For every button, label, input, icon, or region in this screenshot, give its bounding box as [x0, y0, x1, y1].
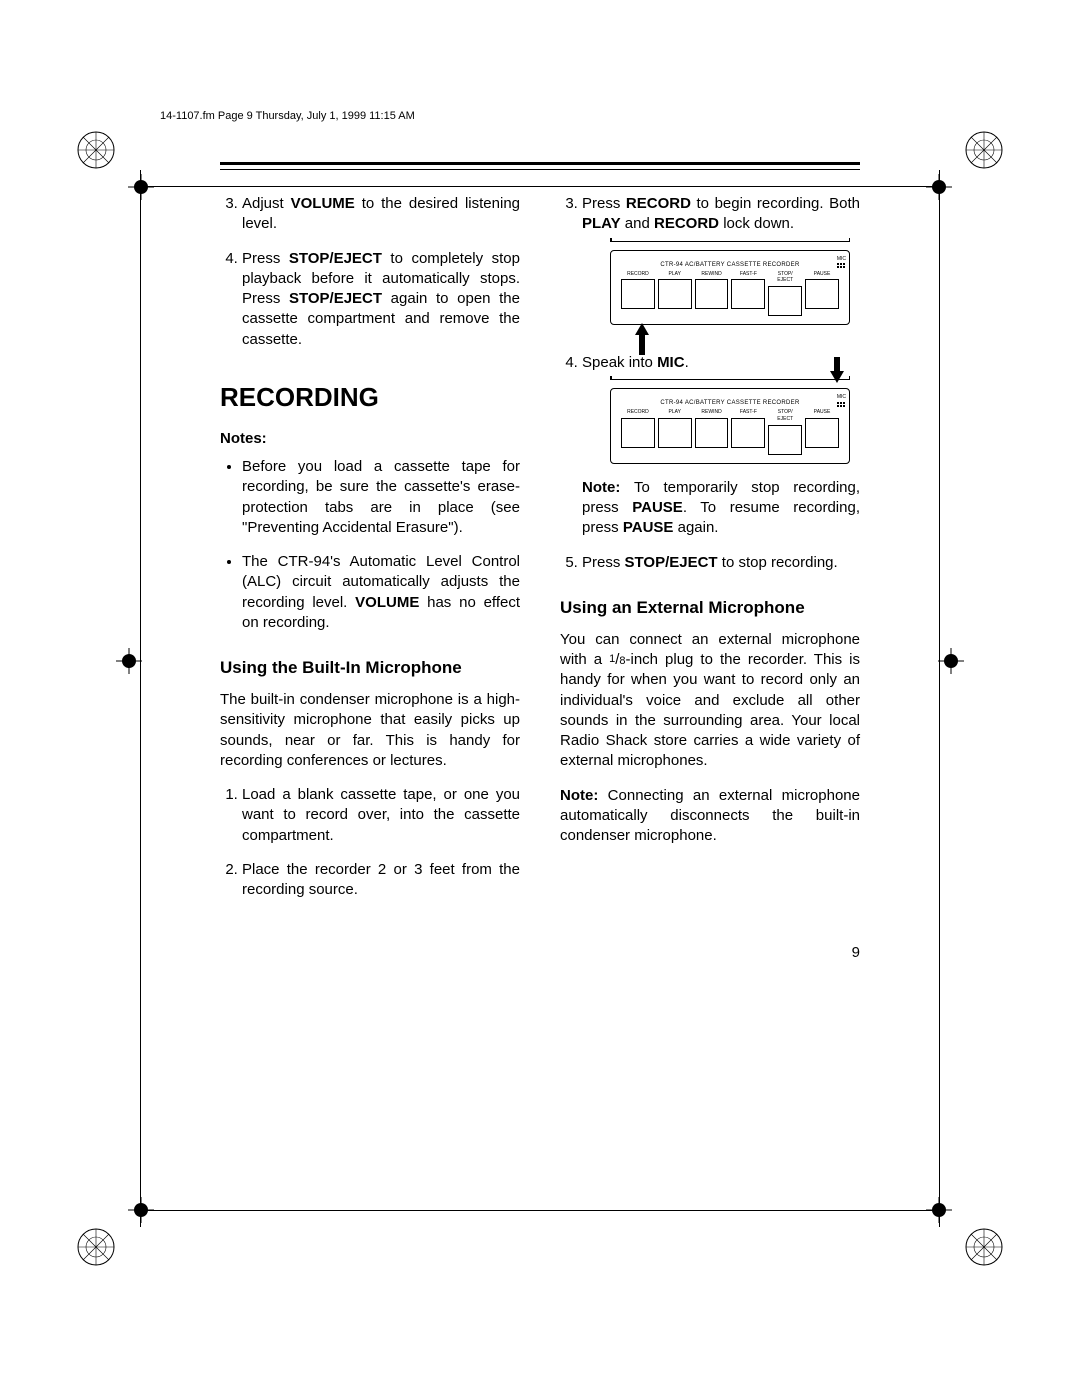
mic-icon: MIC: [837, 257, 846, 269]
header-line: 14-1107.fm Page 9 Thursday, July 1, 1999…: [140, 110, 940, 122]
crop-line: [140, 1210, 940, 1211]
playback-steps-cont: Adjust VOLUME to the desired listening l…: [220, 194, 520, 350]
record-step-3: Press RECORD to begin recording. Both PL…: [582, 194, 860, 325]
builtin-step-1: Load a blank cassette tape, or one you w…: [242, 785, 520, 846]
recorder-diagram-mic: CTR-94 AC/BATTERY CASSETTE RECORDER MIC …: [610, 379, 850, 464]
recorder-diagram-record: CTR-94 AC/BATTERY CASSETTE RECORDER MIC …: [610, 241, 850, 326]
recorder-buttons: RECORD PLAY REWIND FAST-F STOP/ EJECT PA…: [621, 271, 839, 317]
reg-circle-tl: [76, 130, 116, 170]
external-mic-note: Note: Connecting an external microphone …: [560, 786, 860, 847]
reg-circle-tr: [964, 130, 1004, 170]
record-step-4: Speak into MIC. CTR-94 AC/BATTERY CASSET…: [582, 353, 860, 539]
builtin-step-2: Place the recorder 2 or 3 feet from the …: [242, 860, 520, 901]
notes-label: Notes:: [220, 429, 520, 449]
arrow-up-icon: [635, 323, 649, 355]
reg-mark: [938, 648, 964, 674]
record-steps: Press RECORD to begin recording. Both PL…: [560, 194, 860, 573]
step-3: Adjust VOLUME to the desired listening l…: [242, 194, 520, 235]
page-content: 14-1107.fm Page 9 Thursday, July 1, 1999…: [140, 110, 940, 961]
recorder-buttons: RECORD PLAY REWIND FAST-F STOP/ EJECT PA…: [621, 409, 839, 455]
external-mic-para: You can connect an external microphone w…: [560, 630, 860, 772]
horizontal-rule: [220, 162, 860, 170]
section-title-recording: RECORDING: [220, 380, 520, 415]
subsection-builtin-mic: Using the Built-In Microphone: [220, 657, 520, 680]
step-4: Press STOP/EJECT to completely stop play…: [242, 249, 520, 350]
record-step-5: Press STOP/EJECT to stop recording.: [582, 553, 860, 573]
builtin-mic-steps: Load a blank cassette tape, or one you w…: [220, 785, 520, 900]
pause-note: Note: To temporarily stop recording, pre…: [582, 478, 860, 539]
reg-circle-bl: [76, 1227, 116, 1267]
note-2: The CTR-94's Automatic Level Control (AL…: [242, 552, 520, 633]
page-number: 9: [220, 944, 860, 961]
subsection-external-mic: Using an External Microphone: [560, 597, 860, 620]
two-column-body: Adjust VOLUME to the desired listening l…: [220, 194, 860, 914]
note-1: Before you load a cassette tape for reco…: [242, 457, 520, 538]
reg-mark: [116, 648, 142, 674]
right-column: Press RECORD to begin recording. Both PL…: [560, 194, 860, 914]
notes-list: Before you load a cassette tape for reco…: [220, 457, 520, 633]
mic-icon: MIC: [837, 395, 846, 407]
left-column: Adjust VOLUME to the desired listening l…: [220, 194, 520, 914]
builtin-mic-para: The built-in condenser microphone is a h…: [220, 690, 520, 771]
reg-circle-br: [964, 1227, 1004, 1267]
